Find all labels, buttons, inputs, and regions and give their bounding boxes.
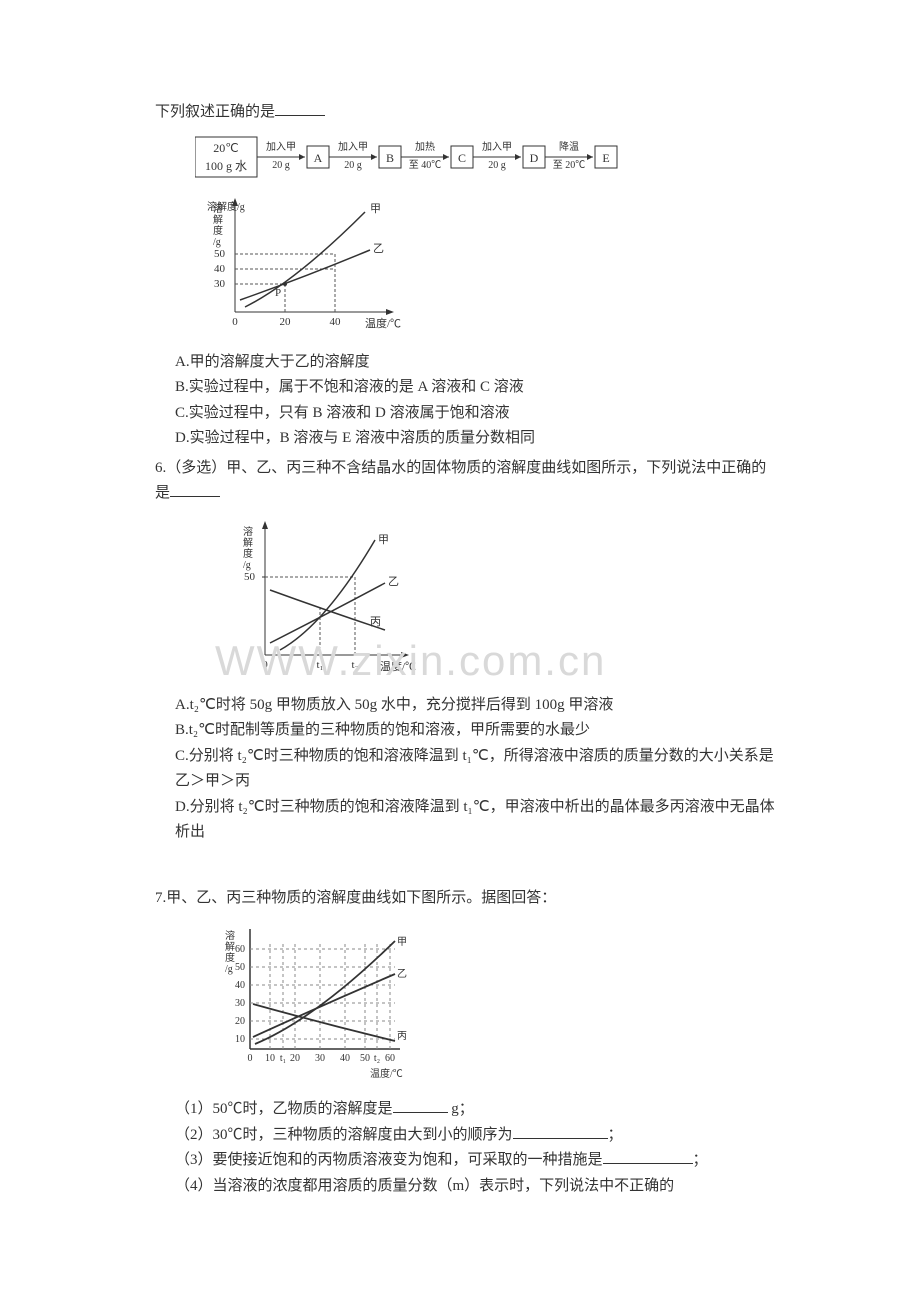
- svg-text:丙: 丙: [397, 1031, 407, 1042]
- svg-text:0: 0: [262, 659, 268, 671]
- q5-opt-d: D.实验过程中，B 溶液与 E 溶液中溶质的质量分数相同: [175, 426, 780, 452]
- svg-text:加入甲: 加入甲: [338, 141, 368, 153]
- svg-text:溶: 溶: [243, 525, 253, 538]
- svg-text:50: 50: [214, 248, 226, 260]
- svg-text:C: C: [458, 151, 466, 165]
- q6-opt-d: D.分别将 t₂℃时三种物质的饱和溶液降温到 t₁℃，甲溶液中析出的晶体最多丙溶…: [175, 795, 780, 846]
- q7-s3-blank: [603, 1148, 693, 1164]
- svg-text:温度/℃: 温度/℃: [365, 316, 401, 330]
- svg-text:40: 40: [235, 980, 245, 991]
- svg-text:50: 50: [360, 1053, 370, 1064]
- q7-stem: 7.甲、乙、丙三种物质的溶解度曲线如下图所示。据图回答：: [155, 886, 780, 912]
- q5-opt-c: C.实验过程中，只有 B 溶液和 D 溶液属于饱和溶液: [175, 401, 780, 427]
- svg-text:0: 0: [248, 1053, 253, 1064]
- svg-text:温度/℃: 温度/℃: [370, 1067, 403, 1080]
- svg-text:t₁: t₁: [280, 1053, 286, 1064]
- svg-text:加入甲: 加入甲: [266, 141, 296, 153]
- q7-s3-b: ；: [693, 1152, 708, 1168]
- flow-box1-top: 20℃: [213, 141, 238, 155]
- q7-chart: 10 20 30 40 50 60: [205, 919, 780, 1089]
- svg-text:甲: 甲: [378, 534, 389, 546]
- svg-text:度: 度: [225, 951, 235, 964]
- svg-text:乙: 乙: [388, 575, 399, 588]
- svg-text:t₂: t₂: [352, 659, 359, 671]
- svg-text:E: E: [602, 151, 609, 165]
- svg-text:20: 20: [280, 316, 292, 328]
- svg-text:20: 20: [235, 1016, 245, 1027]
- svg-text:降温: 降温: [559, 140, 579, 153]
- q6-opt-a: A.t₂℃时将 50g 甲物质放入 50g 水中，充分搅拌后得到 100g 甲溶…: [175, 693, 780, 719]
- svg-text:/g: /g: [225, 964, 233, 975]
- svg-text:至 20℃: 至 20℃: [553, 159, 586, 171]
- svg-text:t₁: t₁: [317, 659, 324, 671]
- svg-text:解: 解: [243, 536, 253, 549]
- q7-s1-b: g；: [448, 1101, 474, 1117]
- svg-text:20 g: 20 g: [344, 160, 362, 171]
- svg-text:解: 解: [225, 940, 235, 953]
- svg-text:温度/℃: 温度/℃: [380, 659, 416, 673]
- q6-stem: 6.（多选）甲、乙、丙三种不含结晶水的固体物质的溶解度曲线如图所示，下列说法中正…: [155, 456, 780, 507]
- q7-s1: （1）50℃时，乙物质的溶解度是 g；: [175, 1097, 780, 1123]
- svg-text:度: 度: [243, 547, 253, 560]
- svg-text:50: 50: [235, 962, 245, 973]
- svg-text:30: 30: [235, 998, 245, 1009]
- svg-text:30: 30: [214, 278, 226, 290]
- svg-text:t₂: t₂: [374, 1053, 380, 1064]
- q5-opt-b: B.实验过程中，属于不饱和溶液的是 A 溶液和 C 溶液: [175, 375, 780, 401]
- svg-text:/g: /g: [213, 237, 221, 248]
- q6-opt-b: B.t₂℃时配制等质量的三种物质的饱和溶液，甲所需要的水最少: [175, 718, 780, 744]
- svg-text:40: 40: [340, 1053, 350, 1064]
- q7-s3: （3）要使接近饱和的丙物质溶液变为饱和，可采取的一种措施是 ；: [175, 1148, 780, 1174]
- q6-chart: 50 0 t₁ t₂ 温度/℃ 甲 乙: [225, 515, 780, 685]
- svg-text:20 g: 20 g: [488, 160, 506, 171]
- q5-intro: 下列叙述正确的是: [155, 100, 780, 126]
- svg-text:甲: 甲: [397, 937, 407, 948]
- svg-text:至 40℃: 至 40℃: [409, 159, 442, 171]
- svg-text:乙: 乙: [397, 968, 407, 980]
- q7-s3-a: （3）要使接近饱和的丙物质溶液变为饱和，可采取的一种措施是: [175, 1152, 603, 1168]
- q7-s4: （4）当溶液的浓度都用溶质的质量分数（m）表示时，下列说法中不正确的: [175, 1174, 780, 1200]
- svg-text:60: 60: [235, 944, 245, 955]
- svg-text:P: P: [275, 287, 281, 299]
- svg-text:60: 60: [385, 1053, 395, 1064]
- q5-intro-text: 下列叙述正确的是: [155, 104, 275, 120]
- q5-flow-diagram: 20℃ 100 g 水 加入甲 20 g A 加入甲 20 g B 加热: [195, 134, 780, 184]
- svg-text:A: A: [314, 151, 323, 165]
- svg-text:解: 解: [213, 213, 223, 226]
- flow-box1-bot: 100 g 水: [205, 159, 247, 173]
- svg-text:10: 10: [235, 1034, 245, 1045]
- svg-text:溶: 溶: [213, 202, 223, 215]
- q7-s2-a: （2）30℃时，三种物质的溶解度由大到小的顺序为: [175, 1127, 513, 1143]
- svg-text:10: 10: [265, 1053, 275, 1064]
- svg-text:B: B: [386, 151, 394, 165]
- q5-blank: [275, 100, 325, 116]
- q5-opt-a: A.甲的溶解度大于乙的溶解度: [175, 350, 780, 376]
- svg-text:溶: 溶: [225, 929, 235, 942]
- svg-text:度: 度: [213, 224, 223, 237]
- svg-text:加热: 加热: [415, 140, 435, 153]
- q7-s2-b: ；: [608, 1127, 623, 1143]
- svg-text:乙: 乙: [373, 242, 384, 255]
- q7-s1-blank: [393, 1097, 448, 1113]
- q7-s2-blank: [513, 1123, 608, 1139]
- svg-text:甲: 甲: [370, 203, 381, 215]
- q7-s1-a: （1）50℃时，乙物质的溶解度是: [175, 1101, 393, 1117]
- svg-text:40: 40: [330, 316, 342, 328]
- svg-text:20 g: 20 g: [272, 160, 290, 171]
- svg-text:丙: 丙: [370, 616, 381, 628]
- q5-chart: 溶解度/g 温度/℃ 30 40 50 0 20 40 甲: [195, 192, 780, 342]
- svg-text:30: 30: [315, 1053, 325, 1064]
- svg-text:加入甲: 加入甲: [482, 141, 512, 153]
- svg-text:/g: /g: [243, 560, 251, 571]
- svg-text:D: D: [530, 151, 539, 165]
- q6-blank: [170, 481, 220, 497]
- svg-text:50: 50: [244, 571, 256, 583]
- svg-text:20: 20: [290, 1053, 300, 1064]
- svg-text:0: 0: [232, 316, 238, 328]
- q6-opt-c: C.分别将 t₂℃时三种物质的饱和溶液降温到 t₁℃，所得溶液中溶质的质量分数的…: [175, 744, 780, 795]
- svg-text:40: 40: [214, 263, 226, 275]
- q7-s2: （2）30℃时，三种物质的溶解度由大到小的顺序为 ；: [175, 1123, 780, 1149]
- q6-stem-text: 6.（多选）甲、乙、丙三种不含结晶水的固体物质的溶解度曲线如图所示，下列说法中正…: [155, 460, 766, 502]
